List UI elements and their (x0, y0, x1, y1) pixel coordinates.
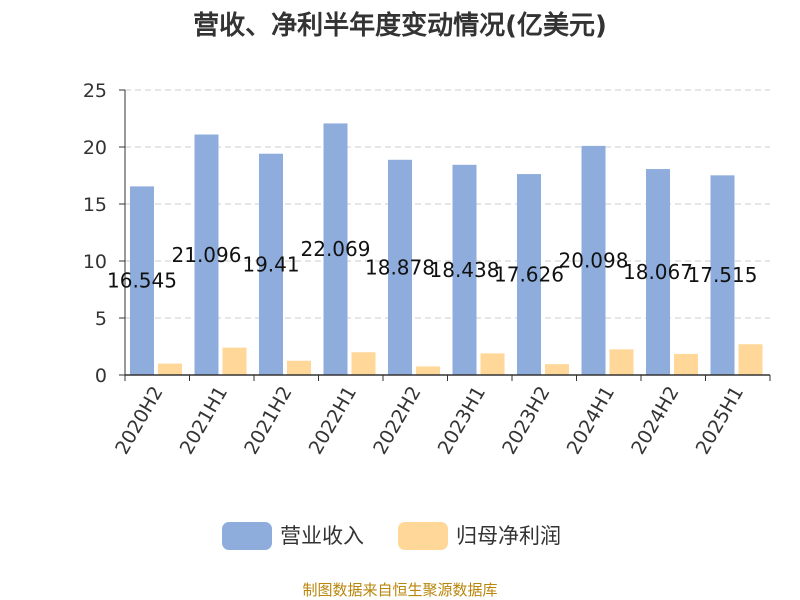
x-tick-label: 2021H2 (240, 383, 296, 459)
bar-net-profit (480, 353, 505, 375)
y-tick-label: 0 (95, 365, 107, 387)
bar-net-profit (416, 366, 440, 375)
bar-revenue (259, 153, 283, 375)
x-tick-label: 2024H1 (563, 383, 619, 459)
x-tick-label: 2020H2 (111, 383, 167, 459)
bar-revenue (517, 174, 541, 375)
y-tick-label: 5 (95, 308, 107, 330)
bar-revenue (130, 186, 154, 375)
data-label-revenue: 18.438 (430, 258, 500, 282)
y-tick-label: 15 (83, 194, 107, 216)
x-tick-label: 2025H1 (692, 383, 748, 459)
bar-net-profit (287, 360, 311, 375)
y-tick-label: 20 (83, 137, 107, 159)
x-tick-label: 2024H2 (627, 383, 683, 459)
bar-revenue (388, 159, 412, 375)
data-label-revenue: 19.41 (242, 252, 299, 276)
grid-lines (125, 89, 770, 319)
bar-net-profit (158, 363, 182, 375)
data-label-revenue: 20.098 (559, 248, 629, 272)
bar-revenue (194, 134, 219, 375)
x-tick-label: 2021H1 (176, 383, 232, 459)
data-label-revenue: 18.878 (365, 255, 435, 279)
y-tick-label: 25 (83, 80, 107, 102)
bar-net-profit (738, 344, 763, 375)
data-label-revenue: 18.067 (623, 260, 693, 284)
bar-revenue (452, 164, 477, 375)
data-label-revenue: 17.626 (494, 263, 564, 287)
bar-revenue (710, 175, 735, 375)
bar-net-profit (222, 347, 247, 375)
data-label-revenue: 22.069 (301, 237, 371, 261)
source-note: 制图数据来自恒生聚源数据库 (302, 581, 497, 599)
data-label-revenue: 17.515 (688, 263, 758, 287)
data-label-revenue: 21.096 (172, 243, 242, 267)
bar-revenue (581, 145, 606, 375)
bar-revenue (323, 123, 348, 376)
legend-label: 营业收入 (280, 524, 364, 548)
bars (130, 123, 763, 376)
x-tick-label: 2022H2 (369, 383, 425, 459)
bar-net-profit (609, 349, 634, 375)
x-tick-label: 2023H1 (434, 383, 490, 459)
x-tick-label: 2023H2 (498, 383, 554, 459)
bar-net-profit (674, 353, 698, 375)
bar-net-profit (351, 352, 376, 375)
legend: 营业收入 归母净利润 (222, 522, 561, 550)
data-label-revenue: 16.545 (107, 269, 177, 293)
legend-swatch (398, 522, 448, 550)
bar-net-profit (545, 364, 569, 375)
bar-revenue (646, 169, 670, 375)
legend-swatch (222, 522, 272, 550)
y-tick-label: 10 (83, 251, 107, 273)
chart-title: 营收、净利半年度变动情况(亿美元) (193, 10, 607, 41)
legend-label: 归母净利润 (456, 524, 561, 548)
x-tick-label: 2022H1 (305, 383, 361, 459)
